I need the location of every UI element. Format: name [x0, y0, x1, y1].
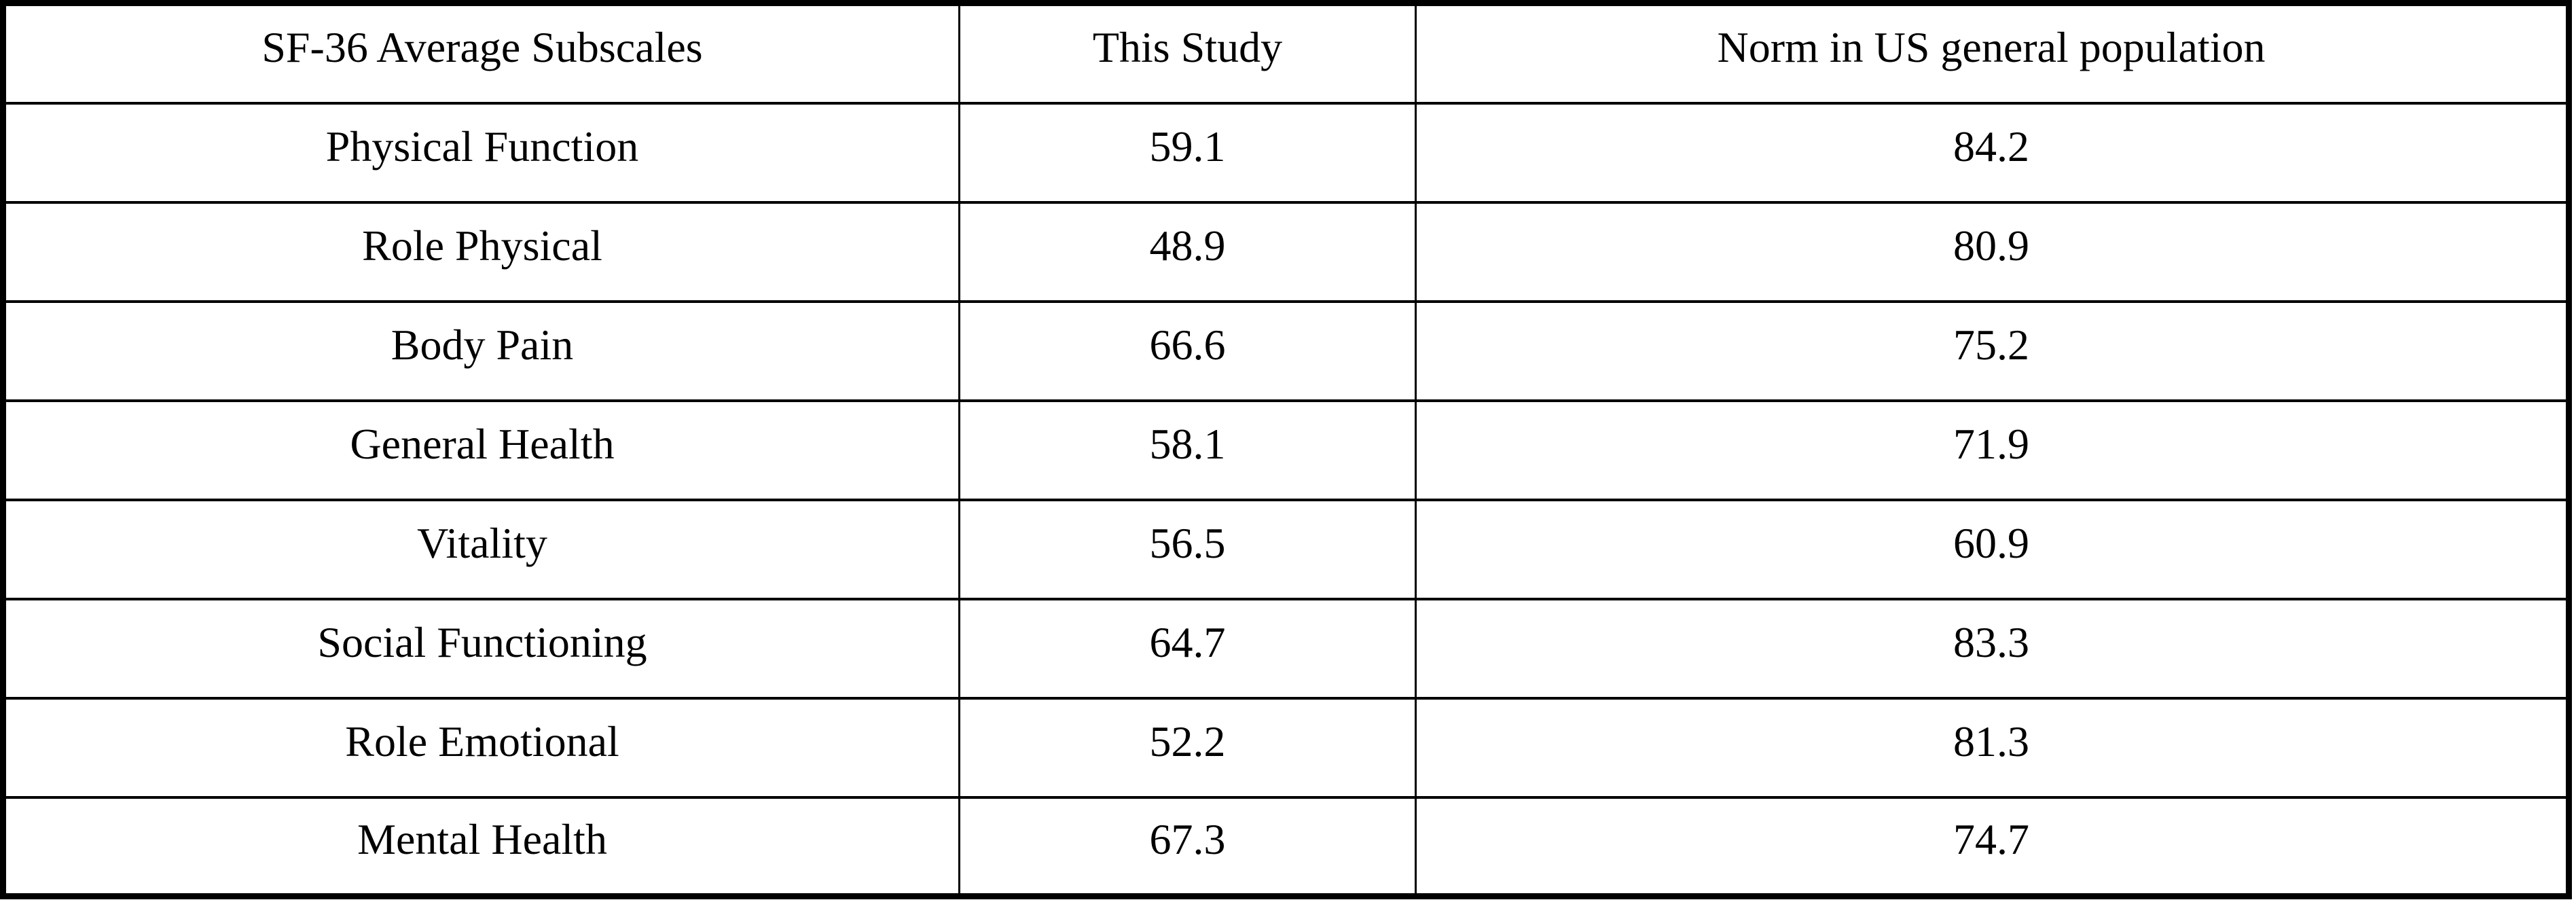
table-row: Role Emotional 52.2 81.3 [2, 696, 2570, 799]
subscale-cell: Physical Function [2, 101, 960, 204]
subscale-cell: Vitality [2, 498, 960, 600]
table-row: Mental Health 67.3 74.7 [2, 795, 2570, 898]
table-row: Social Functioning 64.7 83.3 [2, 597, 2570, 700]
subscale-cell: Role Physical [2, 200, 960, 303]
norm-value-cell: 60.9 [1415, 498, 2570, 600]
this-study-value-cell: 66.6 [958, 300, 1417, 402]
norm-value-cell: 83.3 [1415, 597, 2570, 700]
subscale-cell: Social Functioning [2, 597, 960, 700]
column-header-this-study: This Study [958, 1, 1417, 105]
column-header-norm-us-population: Norm in US general population [1415, 1, 2570, 105]
this-study-value-cell: 48.9 [958, 200, 1417, 303]
norm-value-cell: 81.3 [1415, 696, 2570, 799]
this-study-value-cell: 59.1 [958, 101, 1417, 204]
column-header-subscales: SF-36 Average Subscales [2, 1, 960, 105]
table-row: Physical Function 59.1 84.2 [2, 101, 2570, 204]
norm-value-cell: 71.9 [1415, 399, 2570, 501]
norm-value-cell: 74.7 [1415, 795, 2570, 898]
this-study-value-cell: 58.1 [958, 399, 1417, 501]
norm-value-cell: 84.2 [1415, 101, 2570, 204]
header-row: SF-36 Average Subscales This Study Norm … [2, 1, 2570, 105]
table-row: Body Pain 66.6 75.2 [2, 300, 2570, 402]
norm-value-cell: 75.2 [1415, 300, 2570, 402]
this-study-value-cell: 64.7 [958, 597, 1417, 700]
subscale-cell: Body Pain [2, 300, 960, 402]
subscale-cell: Role Emotional [2, 696, 960, 799]
norm-value-cell: 80.9 [1415, 200, 2570, 303]
subscale-cell: General Health [2, 399, 960, 501]
table-row: Vitality 56.5 60.9 [2, 498, 2570, 600]
this-study-value-cell: 52.2 [958, 696, 1417, 799]
this-study-value-cell: 67.3 [958, 795, 1417, 898]
subscale-cell: Mental Health [2, 795, 960, 898]
this-study-value-cell: 56.5 [958, 498, 1417, 600]
table-row: Role Physical 48.9 80.9 [2, 200, 2570, 303]
table-row: General Health 58.1 71.9 [2, 399, 2570, 501]
